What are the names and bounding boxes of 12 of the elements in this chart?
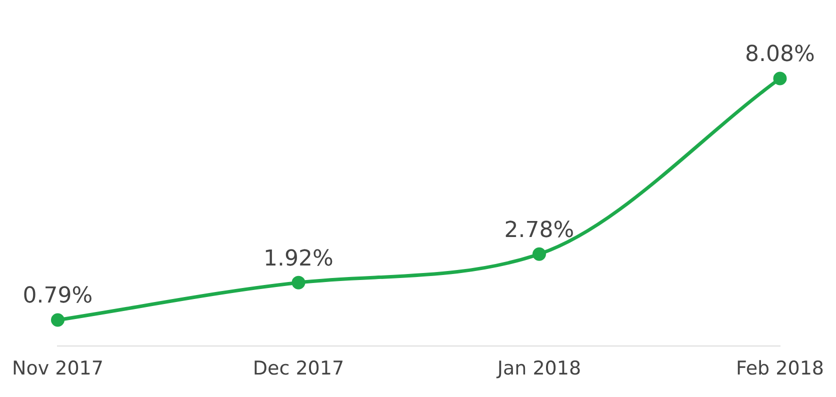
x-tick-label: Jan 2018 bbox=[496, 358, 582, 380]
data-label: 2.78% bbox=[504, 218, 574, 243]
data-label: 0.79% bbox=[22, 284, 93, 309]
point bbox=[50, 313, 64, 327]
x-tick-label: Dec 2017 bbox=[252, 358, 344, 380]
point bbox=[773, 72, 787, 86]
x-tick-label: Feb 2018 bbox=[736, 358, 824, 380]
data-label: 1.92% bbox=[264, 246, 334, 272]
data-label: 8.08% bbox=[745, 42, 815, 68]
point bbox=[292, 276, 306, 290]
x-tick-label: Nov 2017 bbox=[12, 358, 104, 380]
point bbox=[532, 247, 546, 261]
